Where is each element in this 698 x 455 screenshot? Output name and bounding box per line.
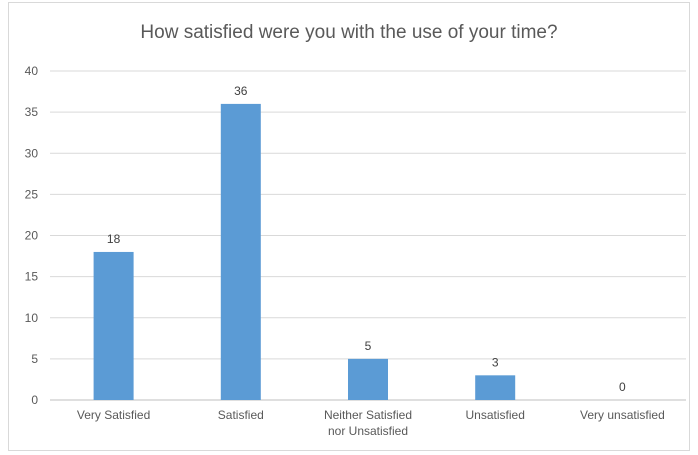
y-tick-label: 5 bbox=[31, 352, 38, 366]
y-tick-label: 30 bbox=[25, 146, 39, 160]
data-label: 18 bbox=[107, 232, 121, 246]
y-tick-label: 35 bbox=[25, 105, 39, 119]
bar bbox=[348, 358, 388, 400]
bar bbox=[93, 251, 134, 400]
x-tick-label: Very Satisfied bbox=[77, 408, 150, 422]
bar bbox=[220, 103, 261, 401]
data-label: 5 bbox=[365, 339, 372, 353]
x-tick-label: Neither Satisfied bbox=[324, 408, 412, 422]
y-tick-label: 20 bbox=[25, 229, 39, 243]
bar bbox=[475, 375, 516, 400]
y-tick-label: 40 bbox=[25, 64, 39, 78]
x-tick-label: nor Unsatisfied bbox=[328, 424, 408, 438]
y-tick-label: 15 bbox=[25, 270, 39, 284]
data-label: 36 bbox=[234, 84, 248, 98]
y-tick-label: 10 bbox=[25, 311, 39, 325]
x-tick-label: Satisfied bbox=[218, 408, 264, 422]
x-tick-label: Very unsatisfied bbox=[580, 408, 665, 422]
chart-title: How satisfied were you with the use of y… bbox=[140, 22, 558, 43]
x-tick-label: Unsatisfied bbox=[466, 408, 525, 422]
y-tick-label: 0 bbox=[31, 393, 38, 407]
y-tick-label: 25 bbox=[25, 187, 39, 201]
data-label: 0 bbox=[619, 380, 626, 394]
data-label: 3 bbox=[492, 355, 499, 369]
